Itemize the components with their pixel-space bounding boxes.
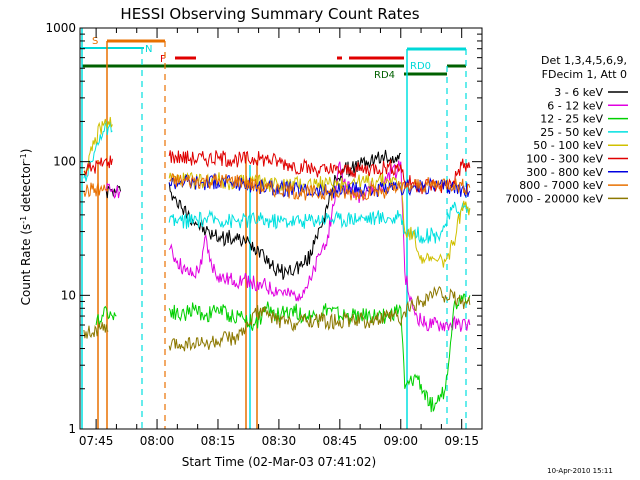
- y-axis-label-sup2: -1: [19, 153, 28, 161]
- y-tick-label: 100: [53, 155, 76, 169]
- flag-label-s: S: [92, 36, 98, 47]
- series-line: [83, 182, 109, 198]
- series-line: [168, 160, 471, 332]
- tick-layer: 1 10 100 1000 07:45 08:00 08:15 08:30 08:45 09:00…: [45, 21, 483, 448]
- series-line: [168, 150, 471, 195]
- y-axis-label-sup1: -1: [19, 216, 28, 224]
- legend-entry-label: 3 - 6 keV: [554, 86, 603, 99]
- x-axis-label: Start Time (02-Mar-03 07:41:02): [182, 455, 376, 469]
- series-line: [83, 322, 109, 339]
- series-line: [83, 116, 113, 175]
- series-line: [105, 182, 121, 199]
- legend-entry-label: 12 - 25 keV: [540, 113, 603, 126]
- y-axis-label-end: ): [19, 149, 33, 154]
- legend-entry-label: 25 - 50 keV: [540, 126, 603, 139]
- flag-label-rd0: RD0: [410, 61, 431, 72]
- series-line: [168, 285, 471, 352]
- x-tick-label: 07:45: [79, 434, 114, 448]
- y-tick-label: 1: [68, 422, 76, 436]
- x-tick-label: 08:15: [201, 434, 236, 448]
- flag-bars: [80, 39, 466, 76]
- flag-label-rd4: RD4: [374, 70, 395, 81]
- legend-entry-label: 300 - 800 keV: [526, 166, 603, 179]
- y-axis-label: Count Rate (s-1 detector-1): [19, 149, 34, 306]
- y-tick-label: 1000: [45, 21, 76, 35]
- x-tick-label: 08:45: [323, 434, 358, 448]
- y-axis-label-mid: detector: [19, 161, 33, 216]
- series-layer: [83, 116, 471, 413]
- x-tick-label: 08:30: [262, 434, 297, 448]
- y-tick-label: 10: [61, 288, 76, 302]
- series-line: [105, 184, 121, 199]
- flag-label-f: F: [160, 54, 166, 65]
- legend-entry-label: 800 - 7000 keV: [519, 179, 603, 192]
- plot-frame: [79, 27, 483, 430]
- legend-header-2: FDecim 1, Att 0: [542, 68, 627, 81]
- x-tick-label: 09:00: [383, 434, 418, 448]
- flag-label-n: N: [145, 44, 152, 55]
- series-line: [83, 155, 113, 177]
- y-axis-label-main: Count Rate (s: [19, 224, 33, 306]
- x-tick-label: 08:00: [140, 434, 175, 448]
- legend-entry-label: 100 - 300 keV: [526, 153, 603, 166]
- legend-entry-label: 50 - 100 keV: [533, 139, 603, 152]
- footer-timestamp: 10-Apr-2010 15:11: [547, 467, 613, 475]
- event-markers: [81, 28, 467, 429]
- legend-entry-label: 7000 - 20000 keV: [505, 192, 603, 205]
- x-tick-label: 09:15: [444, 434, 479, 448]
- series-line: [168, 149, 401, 280]
- legend-entry-label: 6 - 12 keV: [547, 99, 603, 112]
- chart-title: HESSI Observing Summary Count Rates: [120, 5, 419, 23]
- legend-header-1: Det 1,3,4,5,6,9,: [541, 54, 627, 67]
- series-line: [169, 172, 471, 201]
- series-line: [168, 201, 471, 244]
